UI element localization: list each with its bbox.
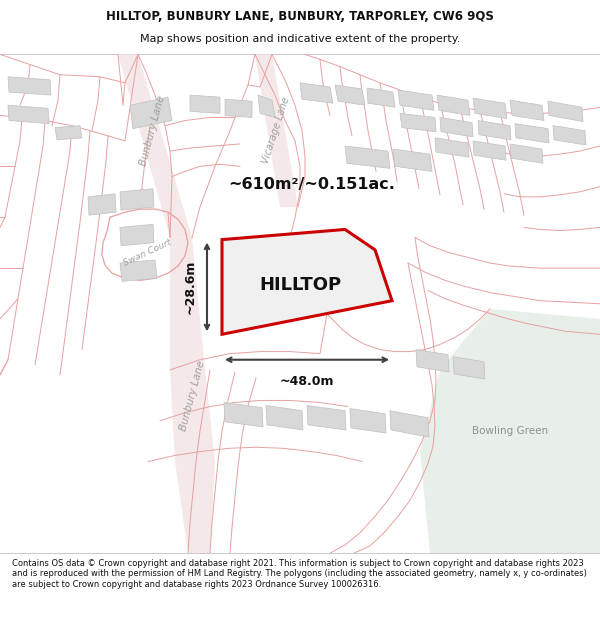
Polygon shape xyxy=(393,149,432,171)
Polygon shape xyxy=(420,309,600,553)
Polygon shape xyxy=(390,411,429,437)
Polygon shape xyxy=(224,402,263,427)
Polygon shape xyxy=(478,121,511,140)
Polygon shape xyxy=(515,124,549,143)
Polygon shape xyxy=(553,126,586,145)
Polygon shape xyxy=(367,88,395,107)
Text: ~610m²/~0.151ac.: ~610m²/~0.151ac. xyxy=(229,177,395,192)
Text: ~48.0m: ~48.0m xyxy=(280,375,334,388)
Polygon shape xyxy=(88,194,116,215)
Polygon shape xyxy=(510,144,543,163)
Text: Vicarage Lane: Vicarage Lane xyxy=(260,96,292,166)
Polygon shape xyxy=(435,138,469,157)
Polygon shape xyxy=(307,406,346,430)
Text: Swan Court: Swan Court xyxy=(122,238,173,268)
Polygon shape xyxy=(258,95,275,118)
Polygon shape xyxy=(190,95,220,113)
Text: Bunbury Lane: Bunbury Lane xyxy=(179,359,207,432)
Polygon shape xyxy=(437,95,470,116)
Polygon shape xyxy=(548,101,583,121)
Polygon shape xyxy=(120,189,154,210)
Polygon shape xyxy=(300,83,333,103)
Polygon shape xyxy=(55,126,82,140)
Text: Bunbury Lane: Bunbury Lane xyxy=(139,94,167,167)
Polygon shape xyxy=(120,224,154,246)
Polygon shape xyxy=(398,90,434,111)
Polygon shape xyxy=(453,357,485,379)
Text: Map shows position and indicative extent of the property.: Map shows position and indicative extent… xyxy=(140,34,460,44)
Polygon shape xyxy=(473,98,507,119)
Polygon shape xyxy=(416,349,449,372)
Polygon shape xyxy=(8,77,51,95)
Polygon shape xyxy=(345,146,390,168)
Text: HILLTOP: HILLTOP xyxy=(259,276,341,294)
Text: HILLTOP, BUNBURY LANE, BUNBURY, TARPORLEY, CW6 9QS: HILLTOP, BUNBURY LANE, BUNBURY, TARPORLE… xyxy=(106,10,494,22)
Text: Bowling Green: Bowling Green xyxy=(472,426,548,436)
Polygon shape xyxy=(510,100,544,121)
Polygon shape xyxy=(222,229,392,334)
Polygon shape xyxy=(170,238,215,553)
Polygon shape xyxy=(440,118,473,137)
Text: ~28.6m: ~28.6m xyxy=(184,259,197,314)
Polygon shape xyxy=(473,141,506,160)
Polygon shape xyxy=(335,85,365,105)
Polygon shape xyxy=(225,99,252,118)
Polygon shape xyxy=(266,406,303,430)
Polygon shape xyxy=(350,409,386,433)
Polygon shape xyxy=(400,113,436,132)
Polygon shape xyxy=(120,260,157,281)
Text: Contains OS data © Crown copyright and database right 2021. This information is : Contains OS data © Crown copyright and d… xyxy=(12,559,587,589)
Polygon shape xyxy=(130,97,172,129)
Polygon shape xyxy=(8,105,49,124)
Polygon shape xyxy=(255,54,298,207)
Polygon shape xyxy=(118,54,192,238)
